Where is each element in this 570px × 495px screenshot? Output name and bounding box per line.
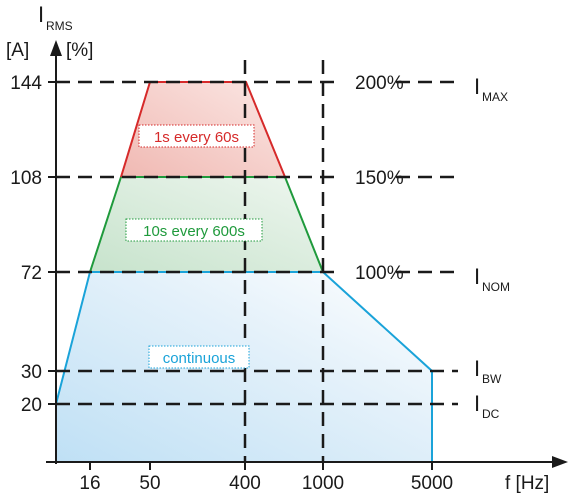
y-tick-label-108: 108 bbox=[10, 168, 42, 189]
x-tick-label-5000: 5000 bbox=[411, 473, 453, 494]
y-axis-unit-abs: [A] bbox=[6, 40, 29, 61]
ibw-symbol-sub: BW bbox=[482, 372, 502, 386]
pct-label-150: 150% bbox=[355, 168, 404, 189]
blue-label-box bbox=[148, 345, 250, 369]
x-tick-label-16: 16 bbox=[79, 473, 100, 494]
idc-symbol-sub: DC bbox=[482, 407, 500, 421]
ten-second-boundary bbox=[89, 176, 324, 273]
inom-symbol: I bbox=[474, 264, 480, 289]
green-region-label: 10s every 600s bbox=[143, 223, 245, 240]
y-axis-symbol-sub: RMS bbox=[46, 19, 73, 33]
y-tick-label-20: 20 bbox=[21, 395, 42, 416]
green-label-box bbox=[125, 218, 263, 242]
x-tick-label-400: 400 bbox=[229, 473, 261, 494]
idc-symbol: I bbox=[474, 391, 480, 416]
pct-label-100: 100% bbox=[355, 263, 404, 284]
blue-region-label: continuous bbox=[163, 350, 236, 367]
red-label-box bbox=[138, 124, 255, 148]
x-tick-label-1000: 1000 bbox=[302, 473, 344, 494]
y-axis-symbol: I bbox=[38, 2, 44, 27]
x-axis-arrow bbox=[552, 456, 568, 468]
imax-symbol-sub: MAX bbox=[482, 90, 508, 104]
y-tick-label-144: 144 bbox=[10, 73, 42, 94]
red-region-label: 1s every 60s bbox=[154, 129, 239, 146]
imax-symbol: I bbox=[474, 74, 480, 99]
y-axis-arrow bbox=[50, 40, 62, 56]
y-axis-unit-pct: [%] bbox=[66, 40, 93, 61]
ibw-symbol: I bbox=[474, 356, 480, 381]
y-tick-label-30: 30 bbox=[21, 362, 42, 383]
inom-symbol-sub: NOM bbox=[482, 280, 510, 294]
y-tick-label-72: 72 bbox=[21, 263, 42, 284]
pct-label-200: 200% bbox=[355, 73, 404, 94]
x-tick-label-50: 50 bbox=[139, 473, 160, 494]
x-axis-label: f [Hz] bbox=[505, 473, 549, 494]
